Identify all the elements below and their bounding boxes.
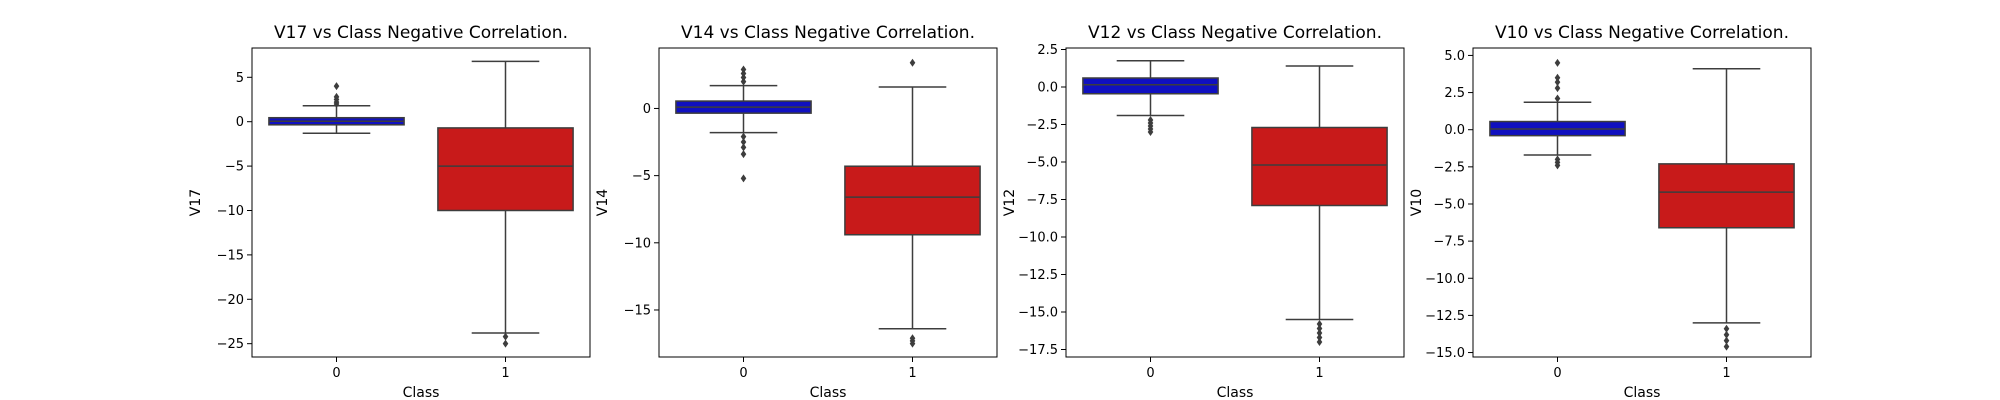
axes-frame (1065, 47, 1405, 358)
outlier-point (909, 339, 916, 348)
outlier-point (1554, 94, 1561, 103)
y-tick-label: −10 (624, 236, 651, 251)
y-tick-label: −5.0 (1433, 197, 1465, 212)
y-tick-label: −10 (217, 204, 244, 219)
outlier-point (1554, 161, 1561, 170)
y-tick-label: −15 (624, 303, 651, 318)
y-tick-label: −2.5 (1026, 118, 1058, 133)
outlier-point (909, 58, 916, 67)
outlier-point (740, 69, 747, 78)
outlier-point (740, 65, 747, 74)
x-axis-label: Class (1624, 385, 1661, 400)
outlier-point (1316, 320, 1323, 328)
y-tick-label: −12.5 (1018, 268, 1058, 283)
axes-frame (658, 47, 998, 358)
axes-frame (251, 47, 591, 358)
outlier-point (1723, 336, 1730, 345)
outlier-point (740, 150, 747, 159)
outlier-point (1316, 333, 1323, 342)
y-tick-label: −5 (632, 169, 651, 184)
outlier-point (1554, 84, 1561, 93)
outlier-point (1147, 128, 1154, 136)
box (1082, 77, 1219, 95)
outlier-point (740, 73, 747, 82)
x-tick-label: 0 (739, 366, 747, 381)
outlier-point (333, 92, 340, 101)
outlier-point (333, 82, 340, 91)
x-tick-label: 1 (1315, 366, 1323, 381)
outlier-point (1316, 324, 1323, 333)
x-axis-label: Class (1217, 385, 1254, 400)
y-tick-label: −20 (217, 293, 244, 308)
y-tick-label: 0 (236, 115, 244, 130)
y-tick-label: −15.0 (1425, 346, 1465, 361)
outlier-point (1554, 58, 1561, 67)
x-tick-label: 1 (908, 366, 916, 381)
y-tick-label: 2.5 (1037, 43, 1058, 58)
y-tick-label: 5 (236, 71, 244, 86)
x-tick-label: 0 (1146, 366, 1154, 381)
x-axis-label: Class (810, 385, 847, 400)
outlier-point (740, 132, 747, 141)
x-tick-label: 0 (332, 366, 340, 381)
y-tick-label: 0 (643, 102, 651, 117)
y-tick-label: −7.5 (1433, 235, 1465, 250)
y-tick-label: −5.0 (1026, 156, 1058, 171)
outlier-point (1723, 342, 1730, 351)
y-tick-label: −12.5 (1425, 309, 1465, 324)
outlier-point (1554, 73, 1561, 82)
y-tick-label: 0.0 (1444, 123, 1465, 138)
y-tick-label: −5 (225, 160, 244, 175)
x-tick-label: 1 (501, 366, 509, 381)
y-tick-label: −10.0 (1018, 231, 1058, 246)
outlier-point (502, 332, 509, 341)
y-tick-label: −15.0 (1018, 306, 1058, 321)
y-axis-label: V10 (1409, 189, 1425, 216)
outlier-point (1723, 330, 1730, 339)
x-tick-label: 0 (1553, 366, 1561, 381)
outlier-point (740, 174, 747, 183)
y-tick-label: 0.0 (1037, 81, 1058, 96)
axes-frame (1472, 47, 1812, 358)
chart-title: V12 vs Class Negative Correlation. (1088, 23, 1382, 43)
outlier-point (502, 339, 509, 348)
box (437, 127, 574, 212)
y-tick-label: −2.5 (1433, 160, 1465, 175)
chart-title: V10 vs Class Negative Correlation. (1495, 23, 1789, 43)
outlier-point (1723, 324, 1730, 333)
box (1658, 163, 1795, 229)
y-tick-label: −15 (217, 248, 244, 263)
box (1251, 126, 1388, 207)
y-tick-label: −7.5 (1026, 193, 1058, 208)
y-axis-label: V12 (1002, 189, 1018, 216)
y-tick-label: 2.5 (1444, 86, 1465, 101)
y-axis-label: V17 (188, 189, 204, 216)
box (844, 165, 981, 236)
outlier-point (740, 138, 747, 147)
x-tick-label: 1 (1722, 366, 1730, 381)
outlier-point (1316, 329, 1323, 337)
y-tick-label: 5.0 (1444, 49, 1465, 64)
outlier-point (1554, 78, 1561, 87)
y-tick-label: −25 (217, 337, 244, 352)
y-axis-label: V14 (595, 189, 611, 216)
y-tick-label: −10.0 (1425, 272, 1465, 287)
outlier-point (740, 143, 747, 152)
chart-title: V17 vs Class Negative Correlation. (274, 23, 568, 43)
chart-title: V14 vs Class Negative Correlation. (681, 23, 975, 43)
outlier-point (1316, 338, 1323, 346)
y-tick-label: −17.5 (1018, 343, 1058, 358)
x-axis-label: Class (403, 385, 440, 400)
outlier-point (740, 77, 747, 86)
